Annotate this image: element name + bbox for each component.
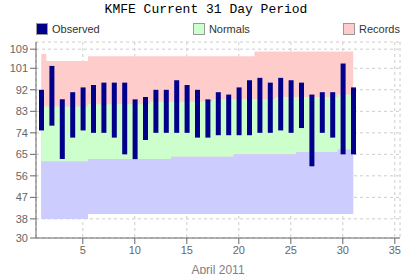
svg-text:38: 38	[16, 213, 28, 225]
html-text:KMFE Current 31 Day Period: KMFE Current 31 Day Period	[104, 2, 308, 17]
svg-text:30: 30	[337, 244, 349, 256]
svg-text:65: 65	[16, 148, 28, 160]
svg-text:5: 5	[80, 244, 86, 256]
svg-text:15: 15	[181, 244, 193, 256]
html-text:Normals: Normals	[208, 23, 250, 35]
svg-text:April 2011: April 2011	[191, 263, 244, 274]
html-text:Records: Records	[359, 23, 400, 35]
svg-text:25: 25	[285, 244, 297, 256]
svg-text:47: 47	[16, 191, 28, 203]
svg-text:10: 10	[129, 244, 141, 256]
svg-text:35: 35	[389, 244, 401, 256]
svg-text:83: 83	[16, 105, 28, 117]
svg-text:92: 92	[16, 84, 28, 96]
html-text:Observed: Observed	[52, 23, 100, 35]
svg-text:30: 30	[16, 232, 28, 244]
svg-text:109: 109	[10, 43, 28, 55]
svg-text:20: 20	[233, 244, 245, 256]
svg-text:74: 74	[16, 127, 28, 139]
svg-text:56: 56	[16, 170, 28, 182]
svg-text:101: 101	[10, 62, 28, 74]
